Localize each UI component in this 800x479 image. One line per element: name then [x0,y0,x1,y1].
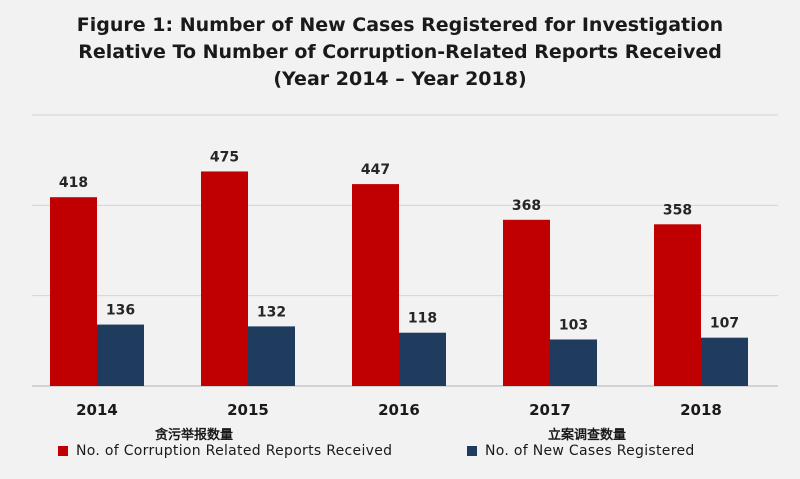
bar-cases-2016 [399,332,446,386]
x-tick-label-2015: 2015 [227,401,269,419]
x-tick-label-2017: 2017 [529,401,571,419]
data-label-reports-2014: 418 [59,175,88,191]
bar-cases-2014 [97,324,144,386]
bar-reports-2016 [352,184,399,386]
x-tick-label-2018: 2018 [680,401,722,419]
data-label-cases-2014: 136 [106,303,135,319]
x-tick-label-2016: 2016 [378,401,420,419]
legend-swatch-reports [58,446,68,456]
bar-cases-2015 [248,326,295,386]
legend-reports-chinese-label: 贪污举报数量 [155,428,234,443]
data-label-reports-2015: 475 [210,149,239,165]
chart-title-line-2: Relative To Number of Corruption-Related… [78,41,722,63]
data-label-reports-2018: 358 [663,202,692,218]
data-label-cases-2015: 132 [257,304,286,320]
chart-title-line-1: Figure 1: Number of New Cases Registered… [76,14,724,36]
legend-swatch-cases [467,446,477,456]
data-label-reports-2016: 447 [361,162,390,178]
data-label-cases-2016: 118 [408,311,437,327]
bar-reports-2018 [654,224,701,386]
bar-cases-2018 [701,337,748,386]
data-label-cases-2017: 103 [559,317,588,333]
x-tick-label-2014: 2014 [76,401,118,419]
chart-title-line-3: (Year 2014 – Year 2018) [273,68,527,90]
legend-item-cases: No. of New Cases Registered [467,443,695,459]
legend-item-reports: No. of Corruption Related Reports Receiv… [58,443,392,459]
data-label-reports-2017: 368 [512,198,541,214]
bar-reports-2014 [50,197,97,386]
bar-cases-2017 [550,339,597,386]
legend-cases-label: No. of New Cases Registered [485,443,695,459]
data-label-cases-2018: 107 [710,316,739,332]
legend-cases-chinese-label: 立案调查数量 [548,428,627,443]
legend-reports-label: No. of Corruption Related Reports Receiv… [76,443,393,459]
bar-reports-2017 [503,219,550,386]
bar-reports-2015 [201,171,248,386]
